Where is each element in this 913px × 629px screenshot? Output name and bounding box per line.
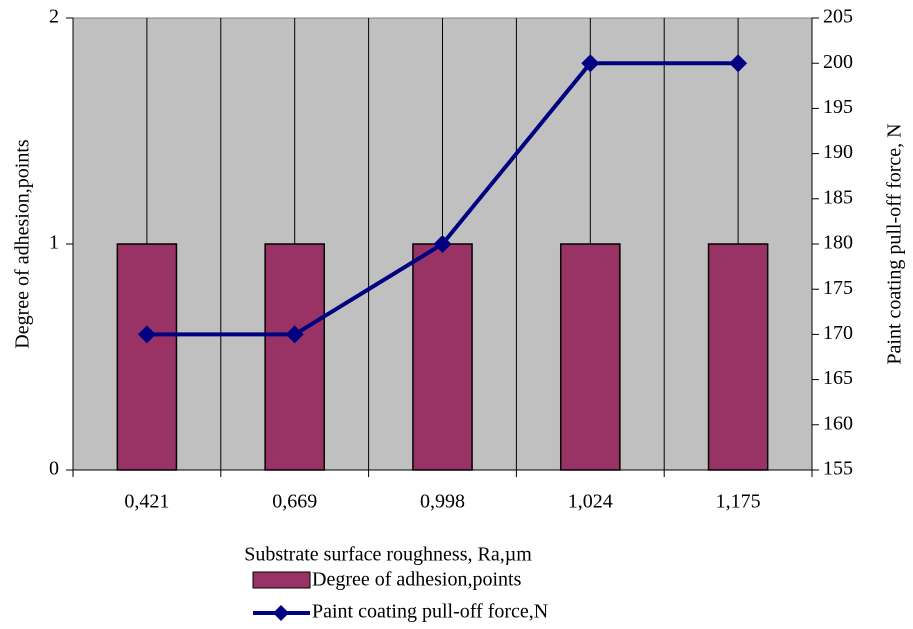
x-tick-label: 0,421 [124,491,169,513]
right-tick-label: 165 [823,367,853,389]
right-tick-label: 175 [823,277,853,299]
right-tick-label: 170 [823,322,853,344]
legend-line-marker [273,605,289,621]
line-point [433,235,452,253]
x-axis-ticks: 0,421 0,669 0,998 1,024 1,175 [72,470,813,513]
right-tick-label: 160 [823,412,853,434]
legend-bar-swatch [252,571,311,589]
right-tick-label: 185 [823,186,853,208]
right-axis-ticks: 155 160 165 170 175 180 185 190 195 200 205 [812,6,853,480]
bar [559,243,621,471]
bar-series [116,243,769,471]
right-tick-label: 200 [823,51,853,73]
x-tick-label: 1,175 [716,491,761,513]
left-tick-label: 1 [49,232,59,254]
line-point [581,54,600,73]
y-axis-left-title: Degree of adhesion,points [12,139,34,349]
left-axis-ticks: 0 1 2 [49,6,73,480]
legend-line-label: Paint coating pull-off force,N [312,601,548,623]
line-series [137,54,748,344]
y-axis-right-title: Paint coating pull-off force, N [884,123,906,364]
bar [264,243,326,471]
bar [412,243,473,471]
left-tick-label: 2 [49,6,59,28]
right-tick-label: 180 [823,232,853,254]
bar [116,243,178,471]
x-tick-label: 0,669 [272,491,317,513]
x-tick-label: 1,024 [568,491,613,513]
right-tick-label: 155 [823,458,853,480]
left-tick-label: 0 [49,458,59,480]
bar [707,243,769,471]
line-point [729,54,748,73]
legend-bar-label: Degree of adhesion,points [312,569,522,591]
legend: Degree of adhesion,points Paint coating … [252,569,548,623]
right-tick-label: 195 [823,96,853,118]
x-axis-title: Substrate surface roughness, Ra,µm [244,544,532,566]
line-point [285,325,304,344]
line-point [137,325,156,344]
right-tick-label: 190 [823,141,853,163]
right-tick-label: 205 [823,6,853,28]
x-tick-label: 0,998 [420,491,465,513]
